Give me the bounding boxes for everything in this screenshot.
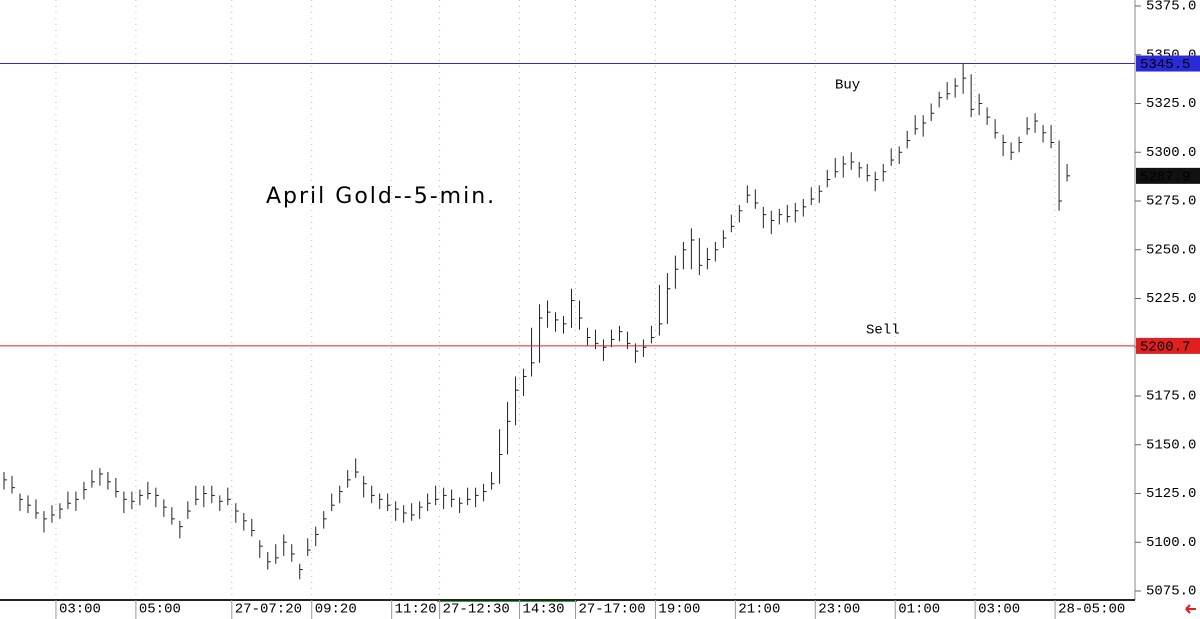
level-label: Buy bbox=[835, 78, 860, 94]
y-tick-label: 5125.0 bbox=[1146, 486, 1196, 502]
x-tick-label: 27-12:30 bbox=[443, 602, 510, 618]
x-tick-label: 19:00 bbox=[658, 602, 700, 618]
x-tick-label: 14:30 bbox=[523, 602, 565, 618]
y-tick-label: 5375.0 bbox=[1146, 0, 1196, 15]
x-tick-label: 21:00 bbox=[738, 602, 780, 618]
level-price-box bbox=[1136, 337, 1200, 354]
y-tick-label: 5075.0 bbox=[1146, 584, 1196, 600]
y-tick-label: 5300.0 bbox=[1146, 145, 1196, 161]
x-tick-label: 05:00 bbox=[139, 602, 181, 618]
y-tick-label: 5100.0 bbox=[1146, 535, 1196, 551]
x-tick-label: 09:20 bbox=[315, 602, 357, 618]
last-price-box bbox=[1136, 167, 1200, 184]
y-tick-label: 5175.0 bbox=[1146, 389, 1196, 405]
x-tick-label: 28-05:00 bbox=[1058, 602, 1125, 618]
y-tick-label: 5150.0 bbox=[1146, 437, 1196, 453]
x-tick-label: 27-17:00 bbox=[578, 602, 645, 618]
x-tick-label: 03:00 bbox=[59, 602, 101, 618]
y-tick-label: 5275.0 bbox=[1146, 194, 1196, 210]
time-axis-bg bbox=[0, 600, 1200, 619]
price-axis-bg bbox=[1135, 0, 1200, 600]
level-label: Sell bbox=[866, 323, 900, 339]
x-tick-label: 23:00 bbox=[818, 602, 860, 618]
x-tick-label: 11:20 bbox=[395, 602, 437, 618]
y-tick-label: 5325.0 bbox=[1146, 96, 1196, 112]
y-tick-label: 5250.0 bbox=[1146, 242, 1196, 258]
level-price-box bbox=[1136, 55, 1200, 72]
level-price: 5200.7 bbox=[1140, 340, 1190, 356]
chart-title: April Gold--5-min. bbox=[266, 184, 496, 209]
x-tick-label: 03:00 bbox=[978, 602, 1020, 618]
x-tick-label: 01:00 bbox=[898, 602, 940, 618]
scroll-arrow[interactable] bbox=[1185, 604, 1196, 614]
last-price: 5287.9 bbox=[1140, 170, 1190, 186]
x-tick-label: 27-07:20 bbox=[235, 602, 302, 618]
level-price: 5345.5 bbox=[1140, 57, 1190, 73]
y-tick-label: 5225.0 bbox=[1146, 291, 1196, 307]
